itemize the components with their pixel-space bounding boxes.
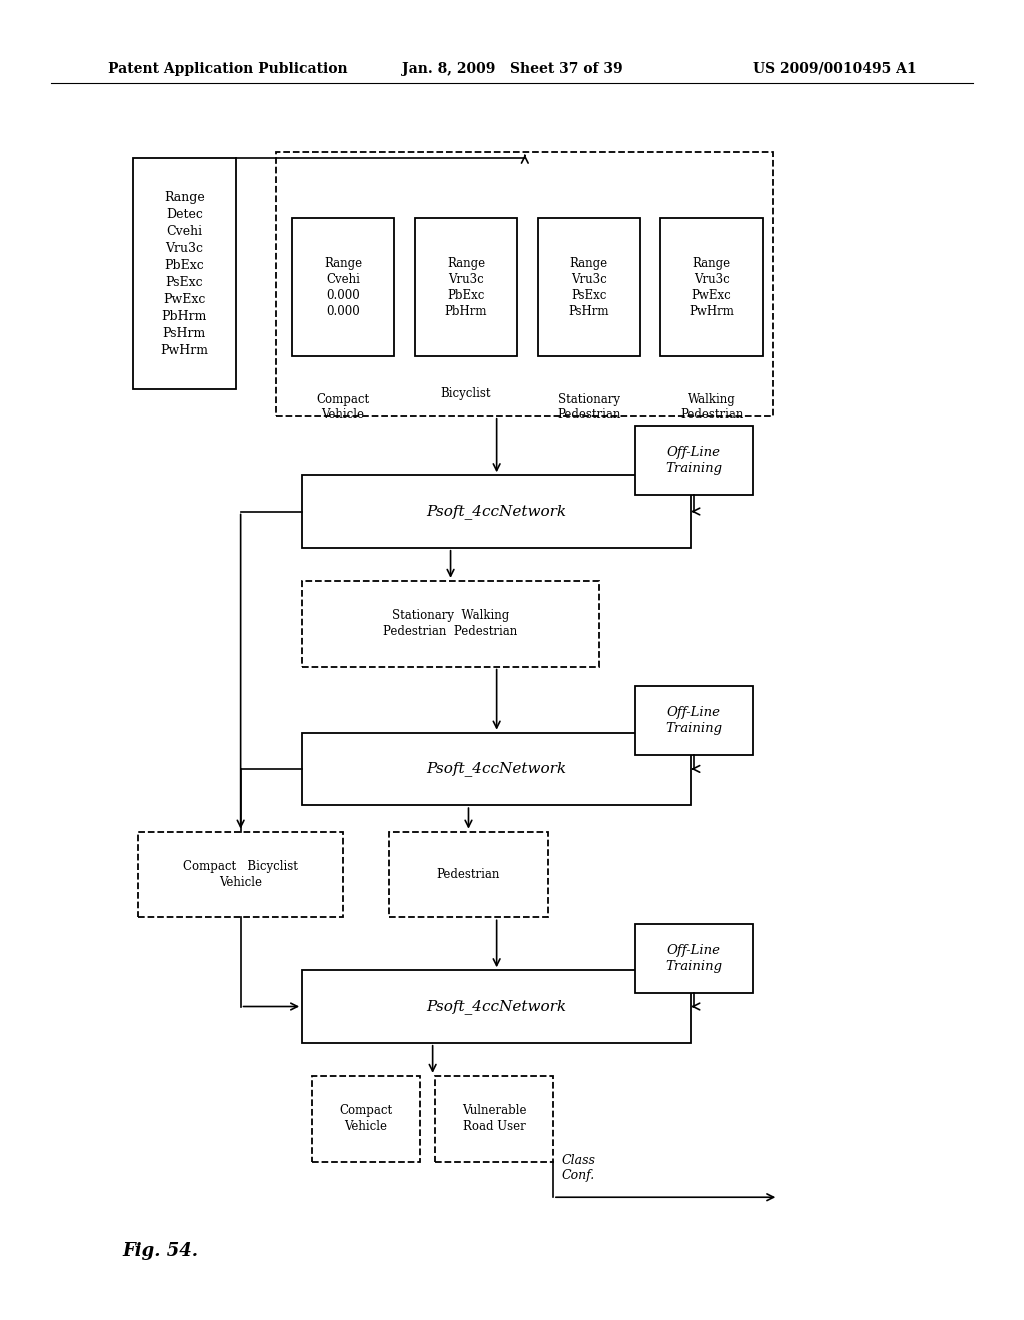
Text: Bicyclist: Bicyclist bbox=[440, 387, 492, 400]
Text: Range
Detec
Cvehi
Vru3c
PbExc
PsExc
PwExc
PbHrm
PsHrm
PwHrm: Range Detec Cvehi Vru3c PbExc PsExc PwEx… bbox=[161, 191, 208, 356]
Text: Psoft_4ccNetwork: Psoft_4ccNetwork bbox=[427, 504, 566, 519]
Text: Off-Line
Training: Off-Line Training bbox=[666, 706, 722, 735]
Text: Off-Line
Training: Off-Line Training bbox=[666, 446, 722, 475]
Bar bbox=[302, 475, 691, 548]
Bar bbox=[302, 970, 691, 1043]
Text: Range
Vru3c
PwExc
PwHrm: Range Vru3c PwExc PwHrm bbox=[689, 256, 734, 318]
Text: Compact   Bicyclist
Vehicle: Compact Bicyclist Vehicle bbox=[183, 859, 298, 890]
Bar bbox=[292, 218, 394, 356]
Text: Stationary  Walking
Pedestrian  Pedestrian: Stationary Walking Pedestrian Pedestrian bbox=[383, 609, 518, 639]
Text: Pedestrian: Pedestrian bbox=[437, 869, 500, 880]
Bar bbox=[312, 1076, 420, 1162]
Text: Off-Line
Training: Off-Line Training bbox=[666, 944, 722, 973]
Text: Range
Vru3c
PbExc
PbHrm: Range Vru3c PbExc PbHrm bbox=[444, 256, 487, 318]
Text: Compact
Vehicle: Compact Vehicle bbox=[340, 1105, 392, 1133]
Text: Compact
Vehicle: Compact Vehicle bbox=[316, 392, 370, 421]
Bar bbox=[635, 686, 753, 755]
Bar bbox=[138, 832, 343, 917]
Bar bbox=[302, 733, 691, 805]
Bar bbox=[302, 581, 599, 667]
Text: Psoft_4ccNetwork: Psoft_4ccNetwork bbox=[427, 999, 566, 1014]
Bar bbox=[635, 924, 753, 993]
Text: Walking
Pedestrian: Walking Pedestrian bbox=[680, 392, 743, 421]
Bar bbox=[276, 152, 773, 416]
Text: Jan. 8, 2009   Sheet 37 of 39: Jan. 8, 2009 Sheet 37 of 39 bbox=[401, 62, 623, 75]
Bar bbox=[538, 218, 640, 356]
Text: US 2009/0010495 A1: US 2009/0010495 A1 bbox=[753, 62, 916, 75]
Text: Class
Conf.: Class Conf. bbox=[561, 1154, 595, 1183]
Text: Range
Vru3c
PsExc
PsHrm: Range Vru3c PsExc PsHrm bbox=[568, 256, 609, 318]
Bar bbox=[435, 1076, 553, 1162]
Text: Psoft_4ccNetwork: Psoft_4ccNetwork bbox=[427, 762, 566, 776]
Bar bbox=[660, 218, 763, 356]
Text: Stationary
Pedestrian: Stationary Pedestrian bbox=[557, 392, 621, 421]
Bar bbox=[415, 218, 517, 356]
Text: Patent Application Publication: Patent Application Publication bbox=[108, 62, 347, 75]
Bar bbox=[389, 832, 548, 917]
Bar bbox=[133, 158, 236, 389]
Text: Fig. 54.: Fig. 54. bbox=[123, 1242, 199, 1261]
Text: Range
Cvehi
0.000
0.000: Range Cvehi 0.000 0.000 bbox=[324, 256, 362, 318]
Text: Vulnerable
Road User: Vulnerable Road User bbox=[462, 1105, 526, 1133]
Bar bbox=[635, 426, 753, 495]
